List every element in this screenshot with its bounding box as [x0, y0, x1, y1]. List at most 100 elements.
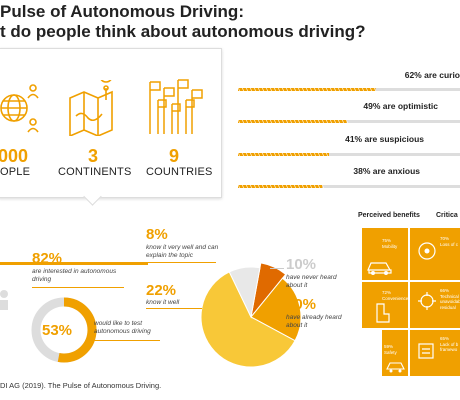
bar-hatch	[238, 86, 241, 93]
bar-hatch	[369, 86, 373, 93]
bar-hatch	[253, 118, 257, 125]
bar-hatch	[297, 183, 301, 190]
interest-underline	[32, 287, 124, 288]
pie-underline-60	[270, 308, 284, 309]
bar-hatch	[313, 151, 317, 158]
bar-hatch	[265, 151, 269, 158]
framework-icon	[418, 343, 434, 359]
bar-hatch	[269, 183, 273, 190]
critical-control-pct: 70%	[440, 236, 450, 241]
bar-track-1	[238, 120, 460, 123]
pie-slice-22	[250, 277, 302, 342]
bar-hatch	[313, 183, 317, 190]
benefit-mobility-label: Mobility	[382, 244, 398, 249]
bar-label-optimistic: 49% are optimistic	[363, 101, 438, 111]
bar-hatch	[317, 183, 321, 190]
stat-continents-value: 3	[88, 146, 99, 166]
pie-label-10: 10%	[286, 256, 317, 273]
pie-label-8: 8%	[146, 226, 168, 243]
interest-note: are interested in autonomous driving	[32, 268, 117, 284]
bar-hatch	[261, 118, 265, 125]
donut-fill	[31, 297, 97, 363]
bar-hatch	[265, 86, 269, 93]
bar-hatch	[309, 118, 313, 125]
bar-hatch	[289, 151, 293, 158]
benefit-safety-pct: 59%	[384, 344, 394, 349]
bar-hatch	[345, 86, 349, 93]
bar-hatch	[333, 118, 337, 125]
bar-hatch	[321, 118, 325, 125]
bar-hatch	[317, 86, 321, 93]
bar-hatch	[321, 151, 325, 158]
pie-note-10: have never heard about it	[286, 274, 337, 290]
bar-hatch	[281, 183, 285, 190]
bar-hatch	[301, 183, 305, 190]
bar-hatch	[285, 86, 289, 93]
bar-hatch	[333, 86, 337, 93]
bar-hatch	[341, 86, 345, 93]
bar-hatch	[321, 183, 325, 190]
attitude-bar-chart	[238, 86, 460, 190]
bar-hatch	[241, 86, 245, 93]
page-subtitle: t do people think about autonomous drivi…	[0, 22, 366, 41]
bar-track-3	[238, 185, 460, 188]
bar-hatch	[245, 183, 249, 190]
bar-hatch	[293, 118, 297, 125]
bar-hatch	[277, 183, 281, 190]
bar-hatch	[257, 86, 261, 93]
benefit-mobility-pct: 75%	[382, 238, 392, 243]
bar-hatch	[261, 151, 265, 158]
bar-hatch	[289, 118, 293, 125]
donut-value: 53%	[42, 322, 73, 339]
bar-hatch	[285, 183, 289, 190]
bar-hatch	[305, 183, 309, 190]
bar-hatch	[317, 151, 321, 158]
bar-hatch	[297, 118, 301, 125]
stat-people-value: 000	[0, 146, 29, 166]
bar-hatch	[257, 151, 261, 158]
bar-hatch	[309, 183, 313, 190]
bar-hatch	[277, 86, 281, 93]
bar-hatch	[313, 86, 317, 93]
pie-underline-10	[270, 268, 284, 269]
bar-label-suspicious: 41% are suspicious	[345, 134, 424, 144]
bar-fill-2	[238, 153, 330, 156]
benefit-tile-convenience	[362, 282, 408, 328]
critical-tile-technical	[410, 282, 460, 328]
bar-hatch	[245, 151, 249, 158]
test-donut-chart	[31, 297, 97, 363]
bar-hatch	[273, 86, 277, 93]
map-pin-icon	[69, 80, 113, 136]
bar-hatch	[341, 118, 345, 125]
bar-hatch	[309, 86, 313, 93]
critical-framework-label: Lack of b framewo	[440, 342, 459, 353]
globe-people-icon	[0, 84, 39, 133]
safety-car-icon	[386, 362, 405, 373]
pie-note-22: know it well	[146, 299, 180, 306]
knowledge-pie-chart	[200, 262, 302, 368]
critical-tile-framework	[410, 330, 460, 376]
bar-label-anxious: 38% are anxious	[353, 166, 420, 176]
bar-hatch	[249, 86, 253, 93]
bar-hatch	[325, 86, 329, 93]
bar-hatch	[249, 151, 253, 158]
bar-hatch	[337, 118, 341, 125]
bar-hatch	[261, 86, 265, 93]
bar-hatch	[273, 183, 277, 190]
bar-hatch	[277, 151, 281, 158]
bar-hatch	[325, 151, 329, 158]
bar-hatch	[373, 86, 377, 93]
critical-header: Critica	[436, 212, 458, 219]
bar-hatch	[293, 151, 297, 158]
technical-icon	[418, 292, 436, 310]
bar-hatch	[273, 151, 277, 158]
convenience-seat-icon	[376, 303, 390, 323]
bar-hatch	[285, 118, 289, 125]
pie-label-60: 60%	[286, 296, 317, 313]
bar-hatch	[329, 86, 333, 93]
bar-hatch	[329, 118, 333, 125]
bar-label-curious: 62% are curio	[404, 70, 460, 80]
bar-hatch	[249, 118, 253, 125]
critical-control-label: Loss of c	[440, 242, 459, 247]
bar-hatch	[261, 183, 265, 190]
